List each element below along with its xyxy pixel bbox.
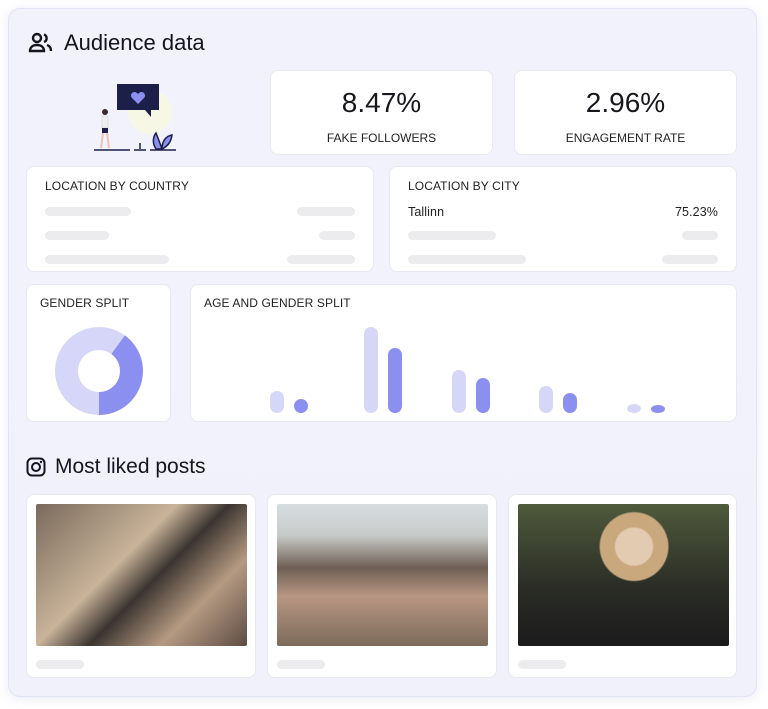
post-image[interactable] (518, 504, 729, 646)
bar (452, 370, 466, 413)
engagement-rate-label: ENGAGEMENT RATE (565, 131, 686, 145)
skeleton-line (36, 660, 84, 669)
skeleton-line (45, 207, 131, 216)
location-country-card: LOCATION BY COUNTRY (26, 166, 374, 272)
post-card[interactable] (508, 494, 737, 678)
skeleton-line (662, 255, 718, 264)
gender-donut-chart (54, 327, 143, 415)
bar (270, 391, 284, 413)
card-title: GENDER SPLIT (40, 296, 130, 310)
skeleton-line (682, 231, 718, 240)
instagram-icon (26, 457, 46, 477)
card-title: LOCATION BY CITY (408, 179, 520, 193)
fake-followers-value: 8.47% (341, 87, 422, 118)
gender-split-card: GENDER SPLIT (26, 284, 171, 422)
skeleton-line (408, 231, 496, 240)
post-image[interactable] (36, 504, 247, 646)
card-title: LOCATION BY COUNTRY (45, 179, 189, 193)
skeleton-line (45, 255, 169, 264)
bar (539, 386, 553, 413)
bar (388, 348, 402, 413)
post-card[interactable] (267, 494, 497, 678)
bar (364, 327, 378, 413)
fake-followers-card: 8.47% FAKE FOLLOWERS (270, 70, 493, 155)
age-gender-bar-chart (270, 327, 665, 413)
page-title: Audience data (64, 30, 205, 55)
card-title: AGE AND GENDER SPLIT (204, 296, 351, 310)
skeleton-line (297, 207, 355, 216)
illustration (94, 84, 176, 151)
skeleton-line (319, 231, 355, 240)
section-title: Most liked posts (55, 455, 206, 478)
city-name: Tallinn (408, 205, 445, 219)
bar (476, 378, 490, 413)
skeleton-line (287, 255, 355, 264)
city-value: 75.23% (675, 205, 718, 219)
bar (651, 405, 665, 413)
skeleton-line (518, 660, 566, 669)
skeleton-line (408, 255, 526, 264)
post-image[interactable] (277, 504, 488, 646)
bar (563, 393, 577, 413)
users-icon (28, 32, 53, 53)
donut-slice (54, 327, 125, 415)
post-card[interactable] (26, 494, 256, 678)
skeleton-line (45, 231, 109, 240)
bar (294, 399, 308, 413)
donut-slice (99, 335, 143, 415)
skeleton-line (277, 660, 325, 669)
bar (627, 404, 641, 413)
age-gender-card: AGE AND GENDER SPLIT (190, 284, 737, 422)
engagement-rate-value: 2.96% (585, 87, 666, 118)
fake-followers-label: FAKE FOLLOWERS (326, 131, 437, 145)
location-city-card: LOCATION BY CITY Tallinn 75.23% (389, 166, 737, 272)
engagement-rate-card: 2.96% ENGAGEMENT RATE (514, 70, 737, 155)
